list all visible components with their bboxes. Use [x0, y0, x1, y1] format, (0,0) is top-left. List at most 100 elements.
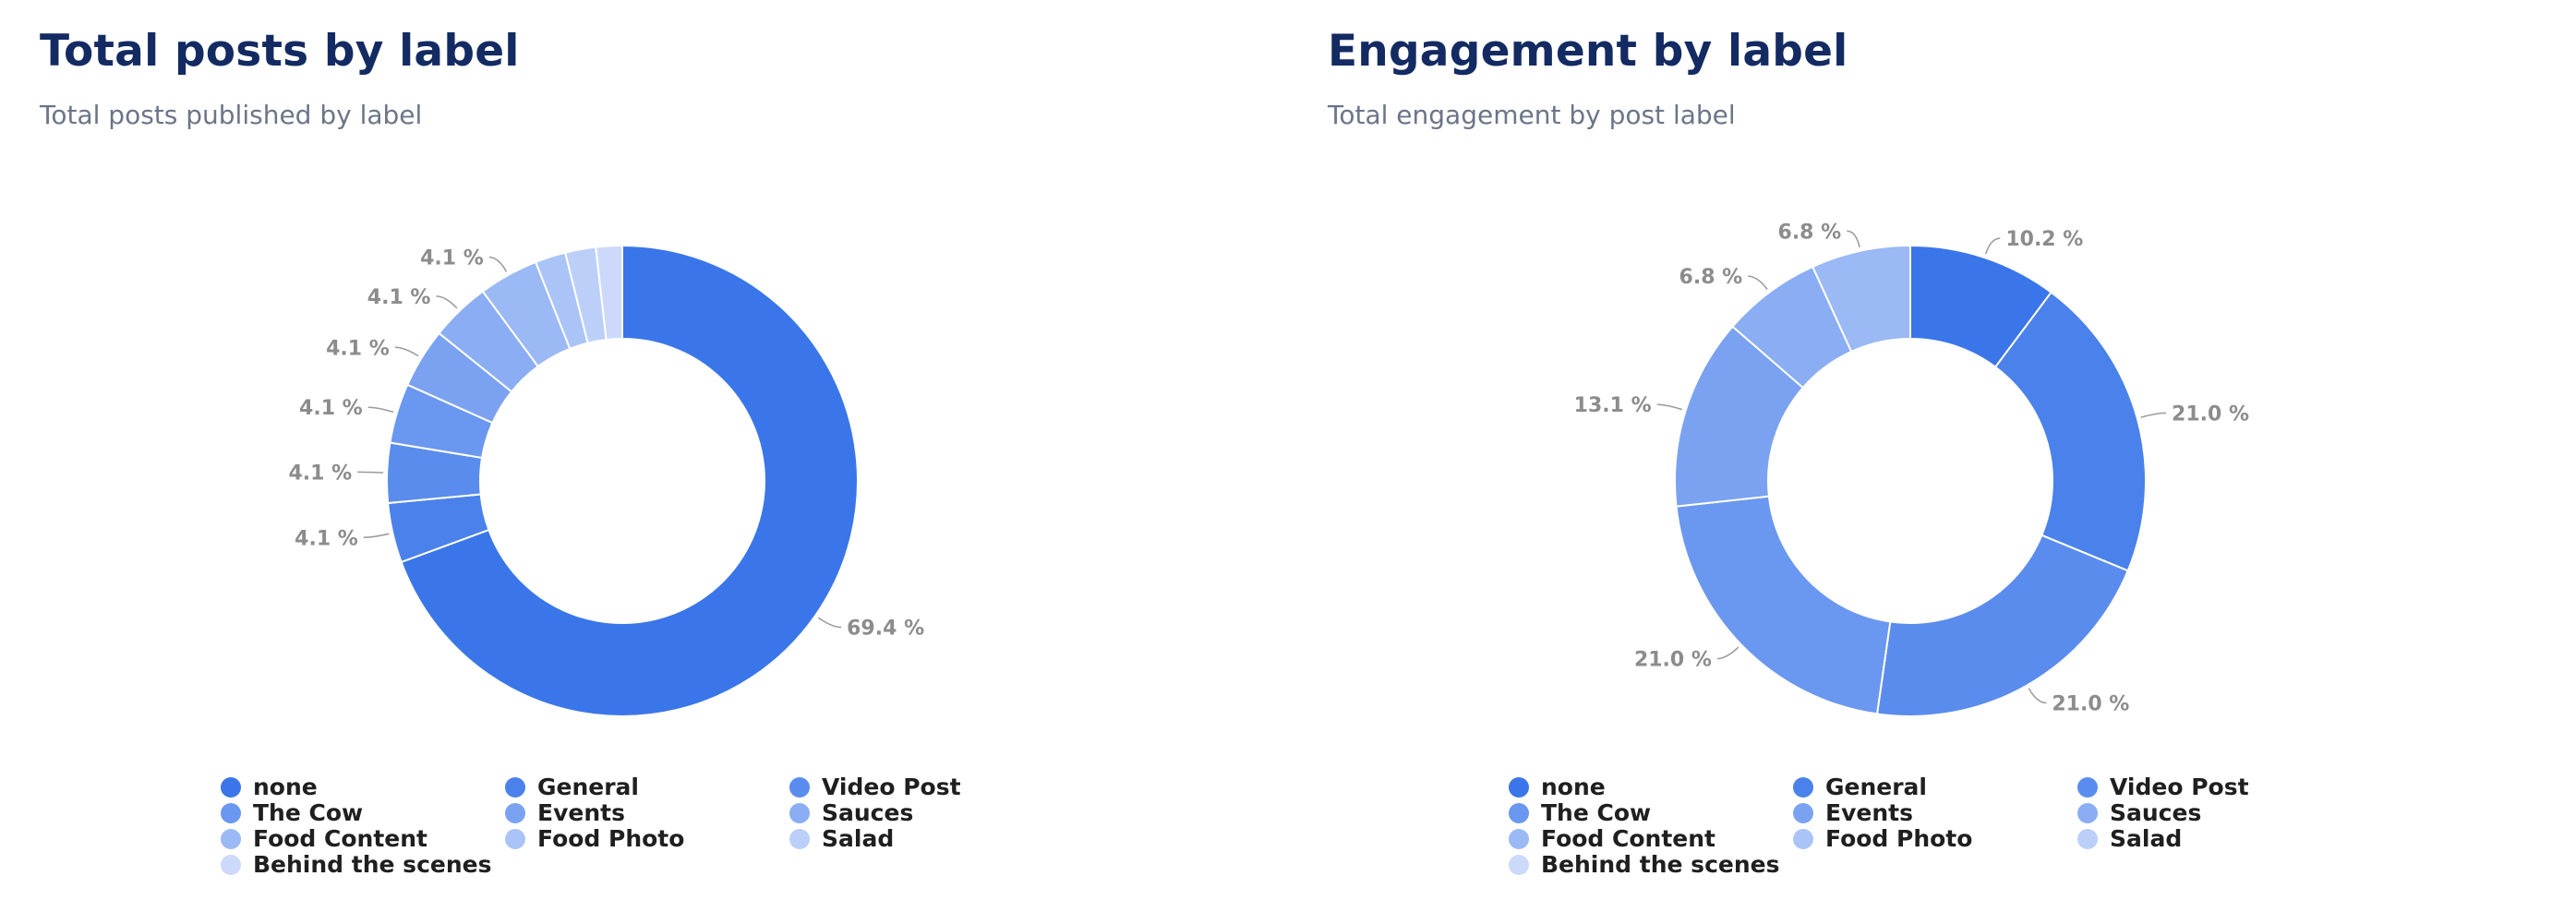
legend-marker [2077, 829, 2098, 849]
legend-item[interactable]: Sauces [789, 799, 913, 826]
slice-video-post[interactable] [1875, 534, 2130, 717]
data-label: 6.8 % [1679, 266, 1743, 289]
legend-marker [1509, 777, 1529, 798]
legend-item[interactable]: Food Photo [505, 825, 684, 852]
data-label: 21.0 % [2172, 402, 2249, 426]
legend-marker [505, 777, 525, 798]
legend-marker [1793, 777, 1813, 798]
legend-item[interactable]: Video Post [2077, 774, 2249, 800]
legend-label: Sauces [822, 799, 913, 826]
chart-subtitle: Total posts published by label [40, 100, 423, 130]
legend-label: Behind the scenes [253, 851, 491, 878]
data-label: 4.1 % [420, 247, 484, 270]
legend-item[interactable]: Food Content [221, 825, 427, 852]
legend-marker [1509, 855, 1529, 875]
legend-item[interactable]: Events [1793, 799, 1913, 826]
data-label-connector [2028, 688, 2047, 704]
legend-marker [221, 855, 241, 875]
legend-marker [2077, 803, 2098, 823]
legend-item[interactable]: none [221, 774, 318, 800]
legend-label: Events [537, 799, 625, 826]
legend-label: Sauces [2110, 799, 2201, 826]
data-label: 21.0 % [1634, 649, 1712, 672]
legend-item[interactable]: Behind the scenes [221, 851, 491, 878]
data-label-connector [1847, 230, 1860, 248]
legend-label: Food Content [253, 825, 427, 852]
legend-label: General [1825, 774, 1927, 800]
engagement-donut-chart: 10.2 % 21.0 % 21.0 % 21.0 % 13.1 % 6.8 % 6.8 %… [1509, 221, 2249, 878]
legend-marker [789, 777, 810, 798]
legend-label: Salad [822, 825, 894, 852]
slice-the-cow[interactable] [1675, 495, 1892, 715]
slice-general[interactable] [1993, 291, 2147, 572]
legend-label: General [537, 774, 639, 800]
legend-marker [221, 829, 241, 849]
data-label: 13.1 % [1574, 394, 1652, 417]
data-label-connector [1748, 275, 1768, 290]
posts-donut-chart: 69.4 % 4.1 % 4.1 % 4.1 % 4.1 % 4.1 % 4.1 % none… [221, 244, 961, 878]
chart-title: Engagement by label [1328, 26, 1848, 77]
legend-marker [221, 777, 241, 798]
data-label: 10.2 % [2005, 228, 2083, 251]
legend-item[interactable]: Behind the scenes [1509, 851, 1779, 878]
data-label: 21.0 % [2052, 693, 2129, 716]
legend-item[interactable]: none [1509, 774, 1606, 800]
legend-label: The Cow [253, 799, 363, 826]
legend-marker [1509, 829, 1529, 849]
legend-marker [2077, 777, 2098, 798]
legend-item[interactable]: Salad [2077, 825, 2182, 852]
data-label-connector [367, 406, 394, 414]
posts-by-label-panel: Total posts by label Total posts publish… [40, 26, 961, 878]
data-label: 4.1 % [295, 527, 358, 550]
legend-item[interactable]: Events [505, 799, 625, 826]
legend-item[interactable]: Sauces [2077, 799, 2201, 826]
legend-label: Events [1825, 799, 1913, 826]
legend-label: Video Post [2110, 774, 2249, 800]
legend-item[interactable]: The Cow [221, 799, 363, 826]
engagement-by-label-panel: Engagement by label Total engagement by … [1288, 0, 2576, 912]
data-label-connector [488, 256, 508, 272]
legend-marker [505, 803, 525, 823]
legend-label: none [253, 774, 318, 800]
legend-label: Behind the scenes [1541, 851, 1779, 878]
data-label: 4.1 % [326, 337, 390, 360]
legend-label: Food Photo [537, 825, 684, 852]
data-label-connector [1656, 403, 1683, 411]
chart-title: Total posts by label [40, 26, 520, 77]
chart-subtitle: Total engagement by post label [1328, 100, 1736, 130]
legend-label: Salad [2110, 825, 2182, 852]
legend-item[interactable]: Food Photo [1793, 825, 1972, 852]
data-label-connector [1716, 646, 1739, 660]
legend-marker [789, 829, 810, 849]
data-label-connector [817, 617, 842, 629]
legend-item[interactable]: Salad [789, 825, 894, 852]
slice-none[interactable] [400, 244, 859, 717]
legend-label: The Cow [1541, 799, 1651, 826]
legend-label: Food Content [1541, 825, 1715, 852]
slice-behind-the-scenes[interactable] [595, 244, 623, 342]
data-label-connector [357, 471, 384, 474]
data-label-connector [1984, 237, 2001, 255]
legend-item[interactable]: Video Post [789, 774, 961, 800]
data-label-connector [2140, 412, 2167, 418]
legend-label: Video Post [822, 774, 961, 800]
data-label: 6.8 % [1778, 221, 1842, 244]
legend-marker [505, 829, 525, 849]
legend-marker [1793, 829, 1813, 849]
data-label: 4.1 % [367, 286, 431, 309]
data-label-connector [363, 533, 390, 539]
data-label-connector [436, 295, 458, 309]
legend-item[interactable]: The Cow [1509, 799, 1651, 826]
legend-item[interactable]: General [505, 774, 639, 800]
legend-marker [1793, 803, 1813, 823]
legend-item[interactable]: General [1793, 774, 1927, 800]
data-label-connector [394, 346, 419, 357]
legend-label: none [1541, 774, 1606, 800]
legend-marker [221, 803, 241, 823]
data-label: 4.1 % [299, 397, 363, 420]
legend-item[interactable]: Food Content [1509, 825, 1715, 852]
legend-marker [1509, 803, 1529, 823]
legend-label: Food Photo [1825, 825, 1972, 852]
data-label: 69.4 % [847, 618, 924, 641]
slice-food-content[interactable] [1811, 244, 1911, 354]
